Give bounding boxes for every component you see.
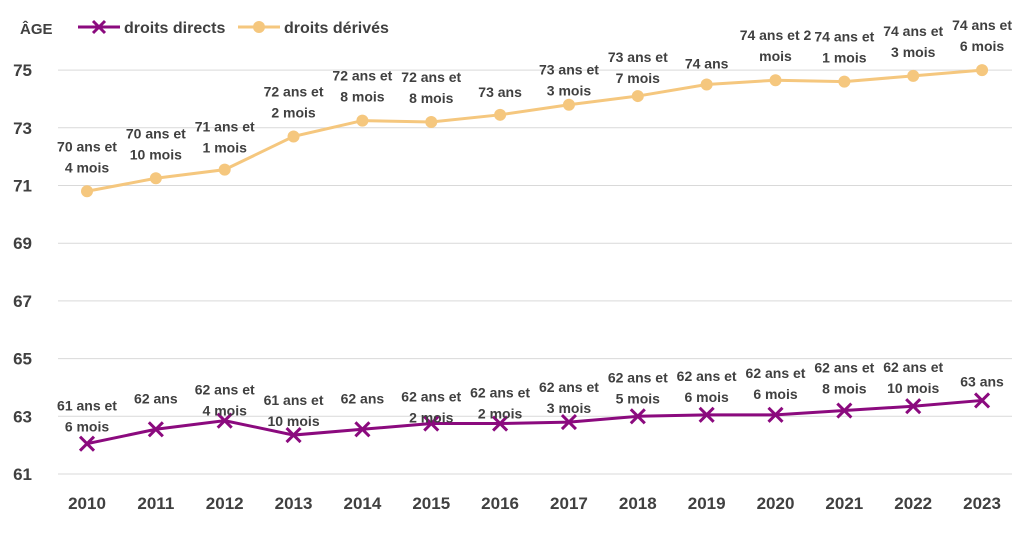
data-label: 72 ans et 8 mois bbox=[332, 68, 392, 105]
x-tick-label: 2012 bbox=[206, 494, 244, 513]
data-label: 62 ans et 6 mois bbox=[677, 368, 737, 405]
y-tick-label: 73 bbox=[13, 119, 32, 138]
x-tick-label: 2011 bbox=[137, 494, 174, 513]
x-tick-label: 2016 bbox=[481, 494, 519, 513]
data-label: 62 ans et 3 mois bbox=[539, 379, 599, 416]
x-tick-label: 2020 bbox=[757, 494, 795, 513]
y-tick-label: 69 bbox=[13, 234, 32, 253]
y-tick-label: 67 bbox=[13, 292, 32, 311]
data-label: 72 ans et 2 mois bbox=[264, 83, 324, 120]
data-label: 72 ans et 8 mois bbox=[401, 69, 461, 106]
x-tick-label: 2013 bbox=[275, 494, 313, 513]
data-point bbox=[905, 398, 922, 415]
data-label: 62 ans et 2 mois bbox=[401, 389, 461, 426]
y-tick-label: 63 bbox=[13, 407, 32, 426]
data-label: 74 ans et 2 mois bbox=[740, 27, 812, 64]
data-point bbox=[562, 98, 575, 111]
data-label: 62 ans et 8 mois bbox=[814, 360, 874, 397]
data-point bbox=[629, 408, 646, 425]
data-point bbox=[492, 415, 509, 432]
data-label: 62 ans et 2 mois bbox=[470, 385, 530, 422]
data-point bbox=[149, 172, 162, 185]
data-point bbox=[973, 392, 991, 409]
data-label: 62 ans bbox=[134, 390, 178, 406]
data-label: 74 ans et 1 mois bbox=[814, 29, 874, 66]
x-tick-label: 2022 bbox=[894, 494, 932, 513]
data-point bbox=[218, 163, 231, 176]
data-label: 74 ans et 3 mois bbox=[883, 23, 943, 60]
data-point bbox=[976, 64, 989, 77]
x-tick-label: 2023 bbox=[963, 494, 1001, 513]
data-point bbox=[494, 108, 507, 121]
data-label: 62 ans et 5 mois bbox=[608, 369, 668, 406]
data-label: 74 ans bbox=[685, 56, 729, 72]
data-point bbox=[631, 90, 644, 103]
data-label: 70 ans et 4 mois bbox=[57, 138, 117, 175]
data-label: 73 ans et 7 mois bbox=[608, 49, 668, 86]
data-point bbox=[698, 406, 715, 423]
data-label: 74 ans et 6 mois bbox=[952, 17, 1012, 54]
legend-label: droits directs bbox=[124, 20, 225, 37]
y-tick-label: 61 bbox=[13, 465, 32, 484]
data-point bbox=[287, 130, 300, 143]
data-label: 73 ans bbox=[478, 84, 522, 100]
legend-label: droits dérivés bbox=[284, 20, 389, 37]
data-point bbox=[907, 69, 920, 82]
y-axis-label: ÂGE bbox=[20, 20, 53, 38]
data-point bbox=[700, 78, 713, 91]
data-point bbox=[560, 414, 578, 431]
x-tick-label: 2015 bbox=[412, 494, 450, 513]
data-label: 62 ans et 4 mois bbox=[195, 382, 255, 419]
data-label: 70 ans et 10 mois bbox=[126, 125, 186, 162]
data-point bbox=[78, 435, 96, 452]
y-tick-label: 71 bbox=[13, 177, 32, 196]
data-label: 61 ans et 6 mois bbox=[57, 398, 117, 435]
x-tick-label: 2017 bbox=[550, 494, 588, 513]
x-tick-label: 2010 bbox=[68, 494, 106, 513]
data-label: 73 ans et 3 mois bbox=[539, 62, 599, 99]
data-label: 63 ans bbox=[960, 373, 1004, 389]
data-point bbox=[836, 402, 853, 419]
y-tick-label: 65 bbox=[13, 350, 32, 369]
x-tick-label: 2019 bbox=[688, 494, 726, 513]
data-point bbox=[769, 74, 782, 87]
data-point bbox=[285, 426, 302, 444]
legend-item: droits dérivés bbox=[238, 20, 389, 37]
series-line-1 bbox=[86, 68, 983, 193]
x-tick-label: 2021 bbox=[825, 494, 863, 513]
data-point bbox=[147, 421, 164, 438]
data-point bbox=[838, 75, 851, 88]
series-line-0 bbox=[86, 398, 983, 446]
data-point bbox=[216, 412, 233, 429]
data-point bbox=[354, 421, 371, 438]
x-tick-label: 2018 bbox=[619, 494, 657, 513]
data-point bbox=[423, 415, 440, 432]
data-label: 61 ans et 10 mois bbox=[264, 392, 324, 429]
gridlines bbox=[58, 69, 1012, 475]
data-point bbox=[356, 114, 369, 127]
data-label: 62 ans et 10 mois bbox=[883, 359, 943, 396]
legend-item: droits directs bbox=[78, 19, 225, 37]
data-label: 62 ans bbox=[341, 390, 385, 406]
data-point bbox=[81, 185, 93, 198]
data-point bbox=[425, 116, 438, 129]
data-point bbox=[767, 406, 784, 423]
x-axis-ticks: 2010 2011 2012 2013 2014 2015 2016 2017 2018 2019… bbox=[68, 494, 1001, 513]
legend: droits directs droits dérivés bbox=[78, 19, 389, 37]
x-tick-label: 2014 bbox=[343, 494, 381, 513]
data-label: 62 ans et 6 mois bbox=[746, 365, 806, 402]
series-layer bbox=[78, 64, 991, 452]
y-axis-ticks: 61 63 65 67 69 71 73 75 bbox=[13, 61, 32, 484]
y-tick-label: 75 bbox=[13, 61, 32, 80]
data-label: 71 ans et 1 mois bbox=[195, 119, 255, 156]
